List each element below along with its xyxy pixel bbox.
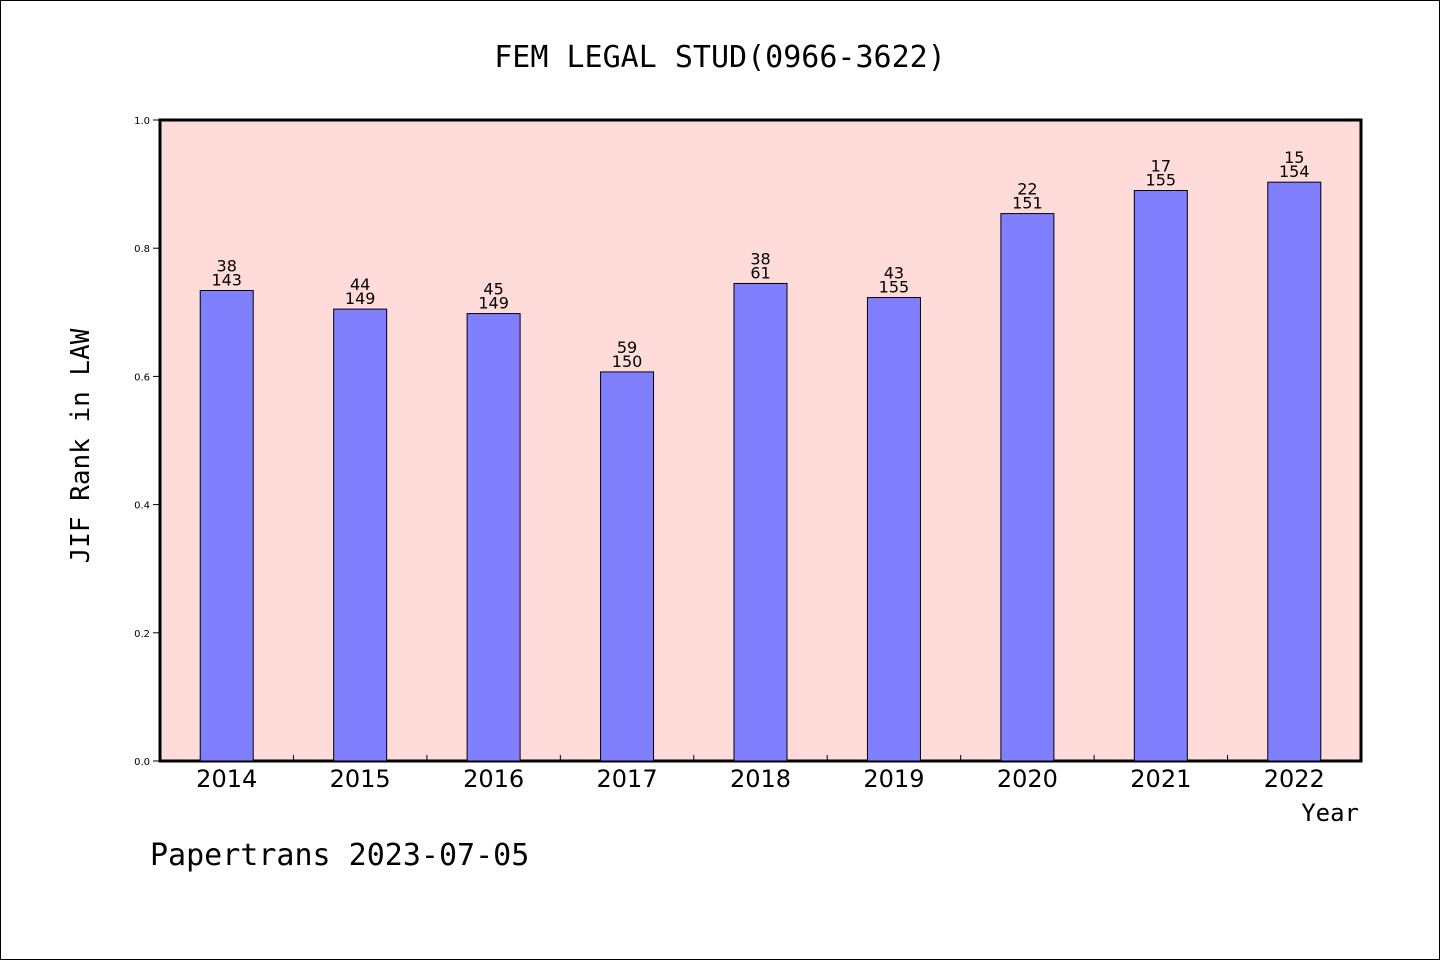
bar-2020 [1000, 213, 1055, 762]
y-tick-label: 0.6 [134, 372, 150, 383]
bar-rank-label: 44 [350, 275, 370, 294]
bar-total-label: 151 [1012, 194, 1043, 213]
y-tick-label: 0.2 [134, 629, 150, 640]
bar-total-label: 143 [211, 271, 242, 290]
bar-rank-label: 38 [217, 257, 237, 276]
chart-title: FEM LEGAL STUD(0966-3622) [494, 40, 946, 75]
bar-rank-label: 38 [750, 249, 770, 268]
bar-2017 [600, 371, 655, 762]
bar-rank-label: 43 [884, 264, 904, 283]
bar-2018 [733, 282, 788, 762]
footer-text: Papertrans 2023-07-05 [150, 838, 529, 873]
bar-total-label: 155 [879, 278, 910, 297]
x-tick-label: 2018 [730, 765, 791, 793]
x-tick-label: 2021 [1130, 765, 1191, 793]
x-tick-label: 2019 [863, 765, 924, 793]
bar-2019 [866, 297, 921, 762]
bar-total-label: 149 [345, 289, 376, 308]
bar-rank-label: 45 [483, 280, 503, 299]
bar-rank-label: 17 [1151, 157, 1171, 176]
bar-total-label: 154 [1279, 162, 1310, 181]
bar-2016 [466, 313, 521, 762]
bar-rank-label: 59 [617, 338, 637, 357]
bar-rank-label: 15 [1284, 148, 1304, 167]
x-axis-label: Year [1301, 799, 1359, 827]
x-tick-label: 2022 [1264, 765, 1325, 793]
x-axis: 2014 2015 2016 2017 2018 2019 2020 2021 2022 [196, 755, 1325, 793]
bar-2022 [1267, 181, 1322, 762]
x-tick-label: 2015 [330, 765, 391, 793]
x-tick-label: 2014 [196, 765, 257, 793]
y-axis: 0.0 0.2 0.4 0.6 0.8 1.0 [134, 116, 160, 768]
y-tick-label: 0.8 [134, 244, 150, 255]
bar-rank-label: 22 [1017, 180, 1037, 199]
bar-total-label: 155 [1146, 171, 1177, 190]
bar-total-label: 61 [750, 263, 770, 282]
y-tick-label: 0.0 [134, 757, 150, 768]
x-tick-label: 2016 [463, 765, 524, 793]
bar-total-label: 149 [478, 294, 509, 313]
bar-total-label: 150 [612, 352, 643, 371]
bar-2021 [1133, 190, 1188, 762]
y-axis-label: JIF Rank in LAW [66, 328, 96, 563]
bar-2014 [199, 290, 254, 762]
x-tick-label: 2020 [997, 765, 1058, 793]
y-tick-label: 1.0 [134, 116, 150, 127]
bar-2015 [333, 308, 388, 762]
y-tick-label: 0.4 [134, 501, 150, 512]
x-tick-label: 2017 [597, 765, 658, 793]
